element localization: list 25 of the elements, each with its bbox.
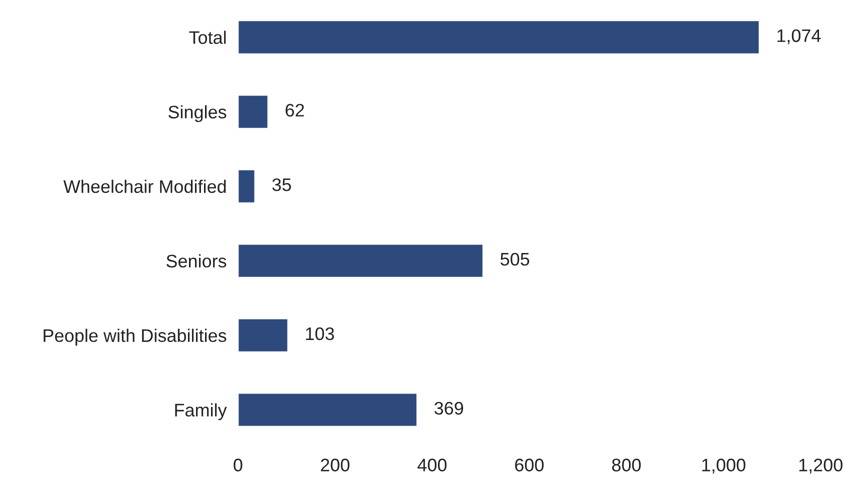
- data-label: 35: [272, 178, 291, 192]
- y-tick-label: Family: [175, 403, 227, 420]
- x-tick-label: 1,200: [799, 458, 842, 474]
- bar: [238, 20, 760, 55]
- data-label: 1,074: [777, 29, 821, 44]
- x-tick-label: 400: [418, 458, 447, 472]
- x-tick-label: 800: [612, 458, 641, 472]
- data-label: 505: [500, 252, 530, 266]
- bar: [238, 168, 256, 204]
- data-label: 369: [434, 402, 464, 415]
- bar: [238, 94, 269, 130]
- bar: [238, 392, 418, 428]
- y-tick-label: Singles: [168, 105, 226, 122]
- x-tick-label: 1,000: [702, 458, 746, 474]
- y-tick-label: People with Disabilities: [44, 328, 226, 346]
- y-tick-label: Wheelchair Modified: [63, 180, 226, 193]
- y-tick-label: Seniors: [166, 254, 226, 268]
- y-tick-label: Total: [189, 30, 226, 44]
- data-label: 103: [306, 327, 334, 340]
- bar: [238, 318, 289, 353]
- bar: [238, 243, 484, 278]
- x-tick-label: 200: [320, 458, 350, 472]
- x-tick-label: 600: [515, 458, 544, 472]
- x-tick-label: 0: [234, 458, 242, 472]
- data-label: 62: [286, 104, 304, 117]
